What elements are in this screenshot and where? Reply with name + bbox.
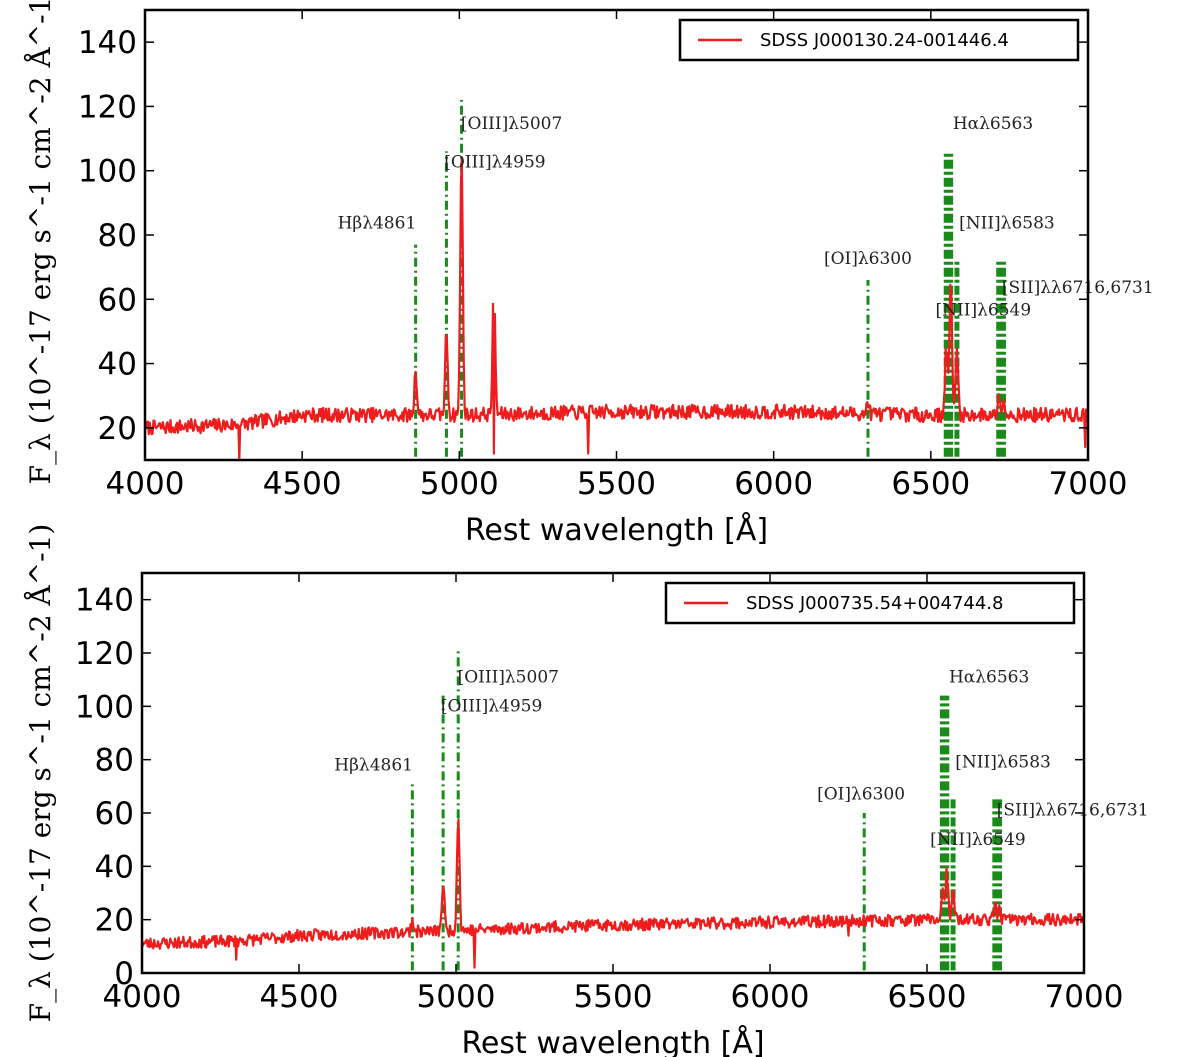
x-tick-label: 7000 (1045, 979, 1124, 1015)
spectrum-series (145, 156, 1088, 460)
emission-line-label: [OI]λ6300 (824, 249, 912, 269)
x-tick-label: 4000 (103, 979, 182, 1015)
y-tick-label: 80 (95, 743, 134, 779)
emission-line-label: [OI]λ6300 (817, 785, 905, 805)
emission-line-label: [SII]λλ6716,6731 (997, 801, 1149, 821)
y-tick-label: 20 (98, 411, 137, 447)
x-tick-label: 4500 (260, 979, 339, 1015)
y-tick-label: 60 (98, 282, 137, 318)
x-tick-label: 4000 (106, 466, 185, 502)
emission-line-label: [NII]λ6549 (930, 830, 1026, 850)
y-tick-label: 140 (78, 25, 137, 61)
x-tick-label: 5000 (420, 466, 499, 502)
y-axis-label: F_λ (10^-17 erg s^-1 cm^-2 Å^-1) (24, 0, 57, 484)
legend: SDSS J000130.24-001446.4 (678, 18, 1080, 62)
emission-line-label: Hβλ4861 (338, 214, 417, 234)
y-tick-label: 120 (75, 636, 134, 672)
emission-line-label: [NII]λ6549 (936, 300, 1032, 320)
x-axis-label: Rest wavelength [Å] (461, 1025, 764, 1057)
x-tick-label: 5000 (417, 979, 496, 1015)
emission-line-label: [OIII]λ5007 (461, 114, 562, 134)
spectrum-series (142, 818, 1084, 969)
x-tick-label: 6500 (891, 466, 970, 502)
y-tick-label: 60 (95, 796, 134, 832)
y-axis-label: F_λ (10^-17 erg s^-1 cm^-2 Å^-1) (24, 524, 57, 1023)
emission-line-label: [OIII]λ5007 (458, 667, 559, 687)
legend-box (678, 18, 1080, 62)
spectrum-panel-1: Hβλ4861 [OIII]λ4959 [OIII]λ5007 [OI]λ6300 Hα… (24, 0, 1154, 548)
emission-line-label: Hαλ6563 (953, 114, 1033, 134)
y-tick-label: 0 (114, 956, 134, 992)
x-tick-label: 5500 (574, 979, 653, 1015)
emission-line-label: [NII]λ6583 (959, 214, 1055, 234)
emission-line-label: Hβλ4861 (334, 755, 413, 775)
y-tick-label: 100 (75, 689, 134, 725)
emission-line-label: [NII]λ6583 (955, 753, 1051, 773)
y-tick-label: 20 (95, 903, 134, 939)
y-tick-label: 40 (98, 347, 137, 383)
emission-line-label: [OIII]λ4959 (444, 153, 545, 173)
emission-line-label: Hαλ6563 (949, 667, 1029, 687)
emission-line-label: [SII]λλ6716,6731 (1002, 278, 1154, 298)
y-tick-label: 120 (78, 89, 137, 125)
legend-label: SDSS J000130.24-001446.4 (760, 30, 1009, 51)
y-tick-label: 80 (98, 218, 137, 254)
x-tick-label: 4500 (263, 466, 342, 502)
legend-box (664, 581, 1076, 625)
spectrum-panel-2: Hβλ4861 [OIII]λ4959 [OIII]λ5007 [OI]λ6300 Hα… (24, 524, 1149, 1057)
x-axis-label: Rest wavelength [Å] (465, 512, 768, 548)
emission-line-label: [OIII]λ4959 (441, 697, 542, 717)
x-tick-label: 6000 (734, 466, 813, 502)
legend: SDSS J000735.54+004744.8 (664, 581, 1076, 625)
x-tick-label: 6500 (888, 979, 967, 1015)
x-tick-label: 5500 (577, 466, 656, 502)
x-tick-label: 7000 (1049, 466, 1128, 502)
legend-label: SDSS J000735.54+004744.8 (746, 593, 1003, 614)
y-tick-label: 140 (75, 583, 134, 619)
y-tick-label: 100 (78, 154, 137, 190)
x-tick-label: 6000 (731, 979, 810, 1015)
y-tick-label: 40 (95, 849, 134, 885)
